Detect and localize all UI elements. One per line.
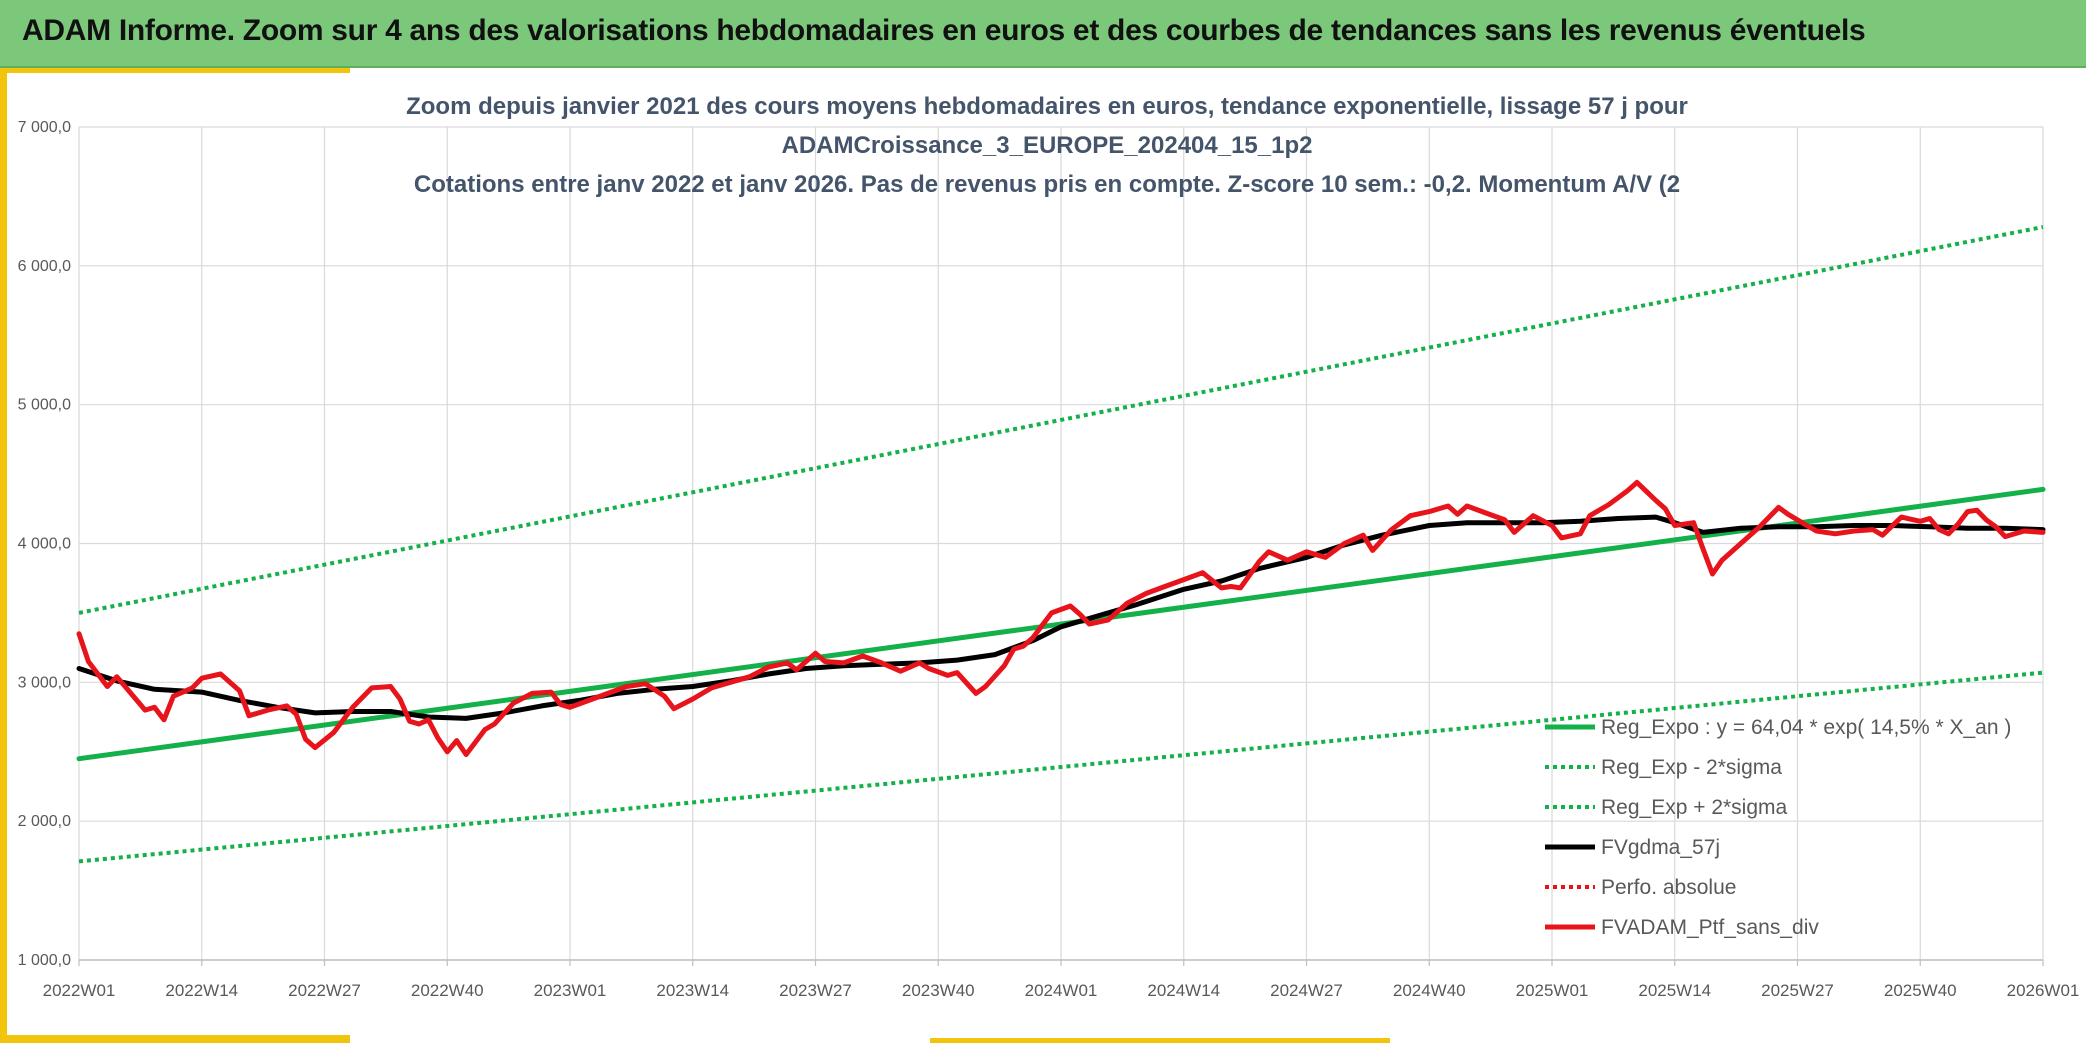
accent-bar-top — [0, 68, 350, 73]
axes: 1 000,0 2 000,0 3 000,0 4 000,0 5 000,0 6 000… — [18, 119, 2080, 1000]
legend-label: FVgdma_57j — [1601, 836, 1720, 859]
y-tick-label: 3 000,0 — [18, 674, 71, 691]
series-line-2 — [78, 225, 2044, 615]
chart-title: Zoom depuis janvier 2021 des cours moyen… — [406, 93, 1688, 198]
legend: Reg_Expo : y = 64,04 * exp( 14,5% * X_an… — [1545, 716, 2011, 939]
x-tick-label: 2023W01 — [534, 981, 607, 1000]
grid-lines — [78, 126, 2044, 961]
accent-bar-left — [0, 68, 7, 1043]
series-line-3 — [76, 514, 2046, 721]
y-tick-label: 5 000,0 — [18, 397, 71, 414]
chart-title-line-3: Cotations entre janv 2022 et janv 2026. … — [414, 171, 1680, 198]
series-line-5 — [76, 479, 2046, 757]
accent-bar-bottom — [0, 1035, 350, 1043]
x-tick-label: 2026W01 — [2007, 981, 2080, 1000]
legend-label: Perfo. absolue — [1601, 876, 1736, 899]
legend-label: Reg_Expo : y = 64,04 * exp( 14,5% * X_an… — [1601, 716, 2011, 739]
x-tick-label: 2022W27 — [288, 981, 361, 1000]
y-tick-label: 1 000,0 — [18, 952, 71, 969]
header-banner: ADAM Informe. Zoom sur 4 ans des valoris… — [0, 0, 2086, 68]
x-tick-label: 2025W40 — [1884, 981, 1957, 1000]
x-tick-label: 2025W01 — [1516, 981, 1589, 1000]
x-tick-label: 2024W27 — [1270, 981, 1343, 1000]
y-tick-label: 6 000,0 — [18, 258, 71, 275]
x-tick-label: 2023W27 — [779, 981, 852, 1000]
x-tick-label: 2025W14 — [1638, 981, 1711, 1000]
accent-bar-bottom-2 — [930, 1038, 1390, 1043]
banner-title: ADAM Informe. Zoom sur 4 ans des valoris… — [22, 14, 1866, 47]
y-tick-label: 2 000,0 — [18, 813, 71, 830]
x-tick-label: 2022W40 — [411, 981, 484, 1000]
x-tick-label: 2024W14 — [1147, 981, 1220, 1000]
y-tick-label: 4 000,0 — [18, 536, 71, 553]
x-tick-label: 2022W01 — [43, 981, 116, 1000]
y-tick-label: 7 000,0 — [18, 119, 71, 136]
legend-label: FVADAM_Ptf_sans_div — [1601, 916, 1819, 939]
x-tick-label: 2023W14 — [656, 981, 729, 1000]
series-lines — [76, 225, 2046, 864]
legend-label: Reg_Exp + 2*sigma — [1601, 796, 1788, 819]
series-line-1 — [78, 670, 2044, 864]
x-tick-label: 2024W40 — [1393, 981, 1466, 1000]
x-tick-label: 2024W01 — [1025, 981, 1098, 1000]
chart-title-line-2: ADAMCroissance_3_EUROPE_202404_15_1p2 — [782, 132, 1313, 159]
x-tick-label: 2025W27 — [1761, 981, 1834, 1000]
x-tick-label: 2023W40 — [902, 981, 975, 1000]
legend-label: Reg_Exp - 2*sigma — [1601, 756, 1782, 779]
x-tick-label: 2022W14 — [165, 981, 238, 1000]
chart-title-line-1: Zoom depuis janvier 2021 des cours moyen… — [406, 93, 1688, 120]
